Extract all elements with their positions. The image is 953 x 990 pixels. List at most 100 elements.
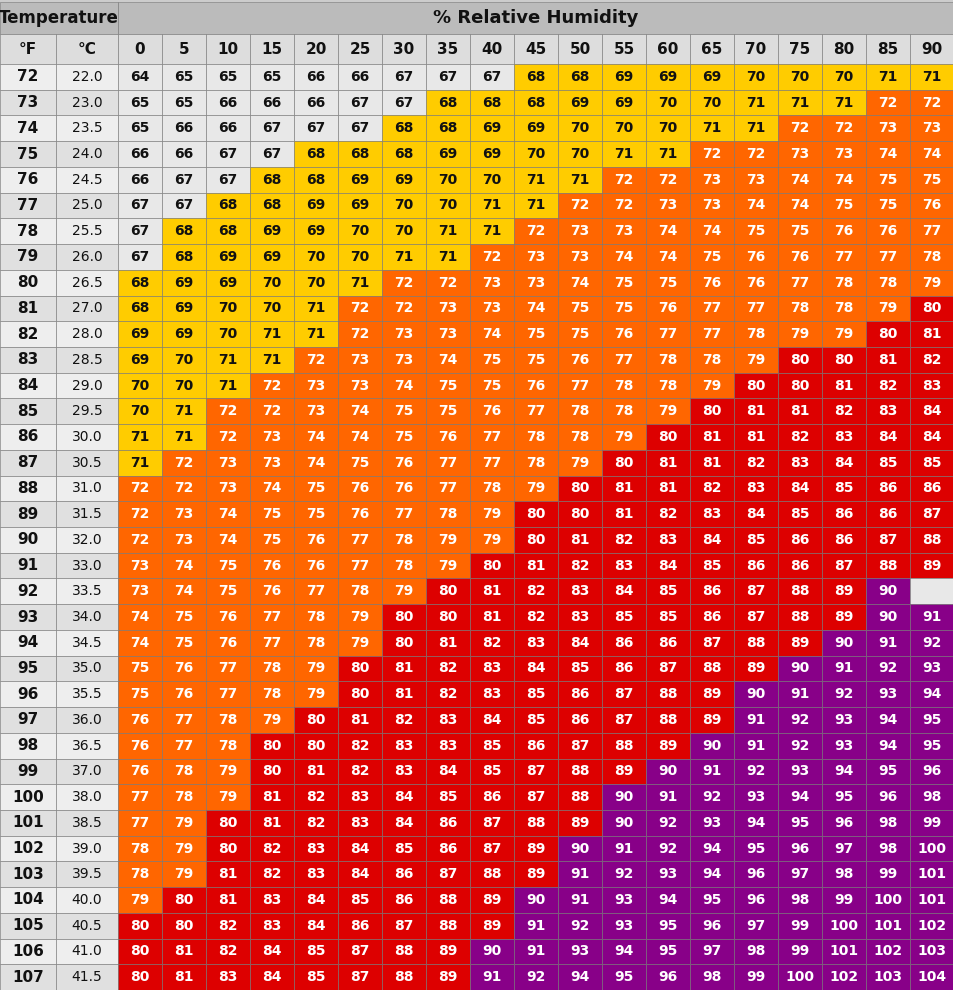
Bar: [689, 219, 733, 245]
Text: 95: 95: [701, 893, 720, 907]
Bar: [294, 964, 337, 990]
Bar: [294, 346, 337, 372]
Bar: [470, 475, 514, 501]
Text: 82: 82: [878, 378, 897, 392]
Bar: [514, 655, 558, 681]
Bar: [733, 346, 778, 372]
Text: 68: 68: [526, 96, 545, 110]
Text: 72: 72: [306, 352, 325, 367]
Text: 40.5: 40.5: [71, 919, 102, 933]
Bar: [381, 836, 426, 861]
Bar: [294, 219, 337, 245]
Text: 77: 77: [262, 636, 281, 649]
Bar: [645, 245, 689, 270]
Bar: [337, 861, 381, 887]
Text: 90: 90: [17, 533, 38, 547]
Bar: [558, 142, 601, 167]
Bar: [733, 887, 778, 913]
Text: 89: 89: [482, 919, 501, 933]
Text: 77: 77: [17, 198, 38, 213]
Bar: [381, 64, 426, 90]
Text: 80: 80: [437, 584, 457, 598]
Text: 78: 78: [350, 584, 370, 598]
Bar: [118, 681, 162, 707]
Text: 85: 85: [570, 661, 589, 675]
Bar: [689, 527, 733, 552]
Text: 73: 73: [789, 148, 809, 161]
Text: 95: 95: [922, 739, 941, 752]
Text: 36.5: 36.5: [71, 739, 102, 752]
Bar: [733, 758, 778, 784]
Bar: [250, 810, 294, 836]
Text: 95: 95: [17, 661, 38, 676]
Text: 92: 92: [922, 636, 941, 649]
Text: 77: 77: [218, 661, 237, 675]
Text: 68: 68: [306, 172, 325, 187]
Text: 81: 81: [878, 352, 897, 367]
Bar: [689, 398, 733, 424]
Bar: [206, 116, 250, 142]
Text: 23.0: 23.0: [71, 96, 102, 110]
Text: 65: 65: [174, 70, 193, 84]
Text: 94: 94: [701, 867, 720, 881]
Text: 86: 86: [394, 893, 414, 907]
Text: 73: 73: [526, 249, 545, 264]
Bar: [821, 501, 865, 527]
Text: 79: 79: [394, 584, 414, 598]
Bar: [381, 630, 426, 655]
Bar: [689, 116, 733, 142]
Text: 72: 72: [350, 301, 370, 316]
Bar: [250, 219, 294, 245]
Text: 74: 74: [658, 249, 677, 264]
Text: 88: 88: [658, 713, 677, 727]
Bar: [294, 270, 337, 295]
Bar: [601, 475, 645, 501]
Bar: [426, 424, 470, 449]
Bar: [865, 424, 909, 449]
Text: 90: 90: [570, 842, 589, 855]
Text: 71: 71: [922, 70, 941, 84]
Bar: [645, 861, 689, 887]
Bar: [162, 321, 206, 346]
Text: 81: 81: [526, 558, 545, 572]
Text: 70: 70: [262, 275, 281, 290]
Bar: [337, 733, 381, 758]
Bar: [162, 964, 206, 990]
Bar: [250, 295, 294, 321]
Text: 71: 71: [131, 455, 150, 469]
Text: 92: 92: [658, 816, 677, 830]
Bar: [909, 655, 953, 681]
Bar: [0, 578, 56, 604]
Bar: [118, 784, 162, 810]
Text: 102: 102: [828, 970, 858, 984]
Text: 81: 81: [306, 764, 325, 778]
Text: 34.0: 34.0: [71, 610, 102, 624]
Text: 88: 88: [437, 919, 457, 933]
Text: 75: 75: [394, 430, 414, 444]
Bar: [645, 784, 689, 810]
Bar: [294, 552, 337, 578]
Text: 87: 87: [17, 455, 38, 470]
Bar: [56, 707, 118, 733]
Bar: [601, 321, 645, 346]
Bar: [56, 810, 118, 836]
Text: 87: 87: [701, 636, 720, 649]
Bar: [733, 34, 778, 64]
Text: 96: 96: [745, 867, 765, 881]
Text: 79: 79: [658, 404, 677, 418]
Text: 71: 71: [262, 352, 281, 367]
Text: 73: 73: [658, 198, 677, 213]
Bar: [56, 887, 118, 913]
Text: 94: 94: [17, 636, 38, 650]
Text: 76: 76: [306, 533, 325, 546]
Bar: [56, 861, 118, 887]
Bar: [689, 784, 733, 810]
Text: 90: 90: [658, 764, 677, 778]
Bar: [558, 475, 601, 501]
Bar: [426, 64, 470, 90]
Bar: [909, 604, 953, 630]
Bar: [821, 707, 865, 733]
Bar: [645, 707, 689, 733]
Text: 90: 90: [745, 687, 765, 701]
Text: 82: 82: [306, 790, 325, 804]
